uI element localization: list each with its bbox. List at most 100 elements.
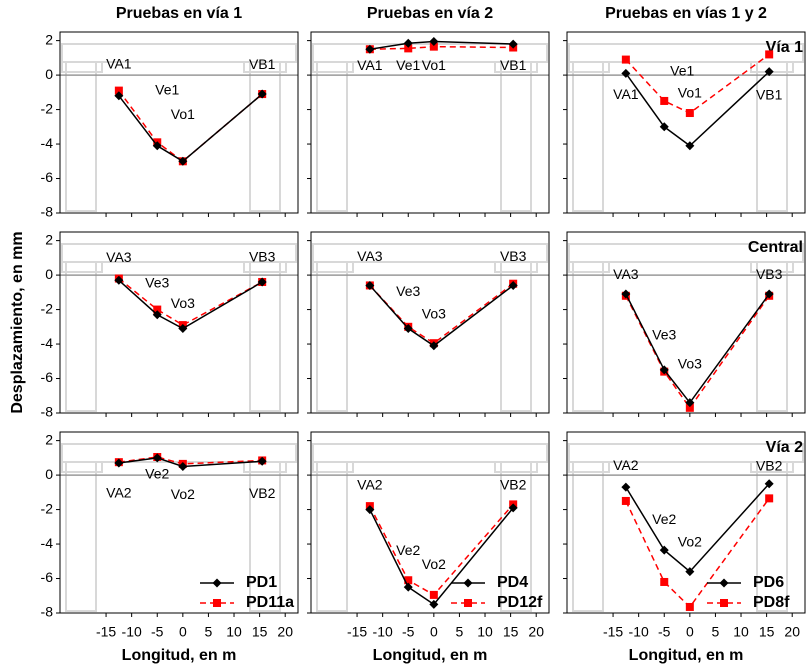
bridge-pier xyxy=(316,61,348,212)
y-tick-label: 2 xyxy=(45,231,53,247)
panel-frame xyxy=(310,231,550,414)
bridge-pier xyxy=(249,61,281,212)
point-label: Ve1 xyxy=(670,63,694,79)
point-label: Vo1 xyxy=(171,106,195,122)
point-label: VB3 xyxy=(756,266,783,282)
bridge-cap xyxy=(243,261,287,273)
series-line xyxy=(625,295,770,410)
legend-label: PD1 xyxy=(246,574,277,591)
marker-square xyxy=(429,42,438,51)
y-tick-label: -8 xyxy=(41,404,54,420)
marker-square xyxy=(660,96,669,105)
point-label: Vo3 xyxy=(171,295,195,311)
y-axis-label: Desplazamiento, en mm xyxy=(9,231,26,413)
point-label: VA1 xyxy=(357,57,383,73)
panel-label: Vía 2 xyxy=(766,439,803,456)
legend-label: PD4 xyxy=(497,574,528,591)
panel: -15 -10 -5 0 5 10 15 20 Longitud, en m Vía 2 VA2 Ve… xyxy=(563,431,806,664)
marker-diamond xyxy=(257,277,267,287)
x-tick-label: 20 xyxy=(277,624,293,640)
marker-square xyxy=(685,602,694,611)
bridge-deck xyxy=(312,243,548,263)
x-tick-label: -10 xyxy=(122,624,142,640)
bridge-cap xyxy=(61,261,103,273)
bridge-deck xyxy=(568,443,804,463)
x-tick-label: -5 xyxy=(402,624,415,640)
marker-diamond xyxy=(257,456,267,466)
x-tick-label: 10 xyxy=(477,624,493,640)
y-tick-label: -6 xyxy=(41,569,54,585)
point-label: VA2 xyxy=(106,485,132,501)
bridge-cap xyxy=(568,61,610,73)
marker-diamond xyxy=(152,141,162,151)
panel: Pruebas en vías 1 y 2 Vía 1 VA1 Ve1 Vo1 VB1 xyxy=(563,5,806,217)
panel-frame xyxy=(310,431,550,614)
marker-diamond xyxy=(764,67,774,77)
point-label: Ve3 xyxy=(145,274,169,290)
marker-diamond xyxy=(257,89,267,99)
legend-marker xyxy=(464,599,472,607)
point-label: VB1 xyxy=(500,57,527,73)
bridge-cap xyxy=(568,461,610,473)
bridge-cap xyxy=(750,461,794,473)
point-label: Ve1 xyxy=(155,81,179,97)
marker-diamond xyxy=(114,91,124,101)
panel: 2 0 -2 -4 -6 -8 Pruebas en vía 1 VA1 Ve1 Vo1 VB1 xyxy=(41,5,299,220)
x-tick-label: 5 xyxy=(456,624,464,640)
bridge-cap xyxy=(494,261,538,273)
legend-marker xyxy=(212,578,222,588)
y-tick-label: -8 xyxy=(41,204,54,220)
series-line xyxy=(625,71,770,147)
point-label: VB3 xyxy=(249,249,276,265)
x-tick-label: 0 xyxy=(686,624,694,640)
point-label: VB2 xyxy=(249,485,276,501)
marker-diamond xyxy=(685,567,695,577)
bridge-cap xyxy=(494,461,538,473)
x-tick-label: -5 xyxy=(658,624,671,640)
panel-label: Vía 1 xyxy=(766,39,803,56)
x-tick-label: -15 xyxy=(347,624,367,640)
point-label: Ve2 xyxy=(652,511,676,527)
point-label: VA2 xyxy=(613,457,639,473)
y-tick-label: -2 xyxy=(41,300,54,316)
bridge-pier xyxy=(572,61,604,212)
column-title: Pruebas en vía 1 xyxy=(116,5,242,22)
legend-marker xyxy=(720,599,728,607)
y-tick-label: 2 xyxy=(45,31,53,47)
series-line xyxy=(118,90,263,163)
point-label: VB3 xyxy=(500,248,527,264)
point-label: VB2 xyxy=(756,457,783,473)
series-line xyxy=(625,497,770,609)
marker-diamond xyxy=(403,582,413,592)
x-tick-label: -10 xyxy=(629,624,649,640)
x-tick-label: 5 xyxy=(205,624,213,640)
legend-marker xyxy=(463,578,473,588)
bridge-cap xyxy=(750,261,794,273)
panel: Pruebas en vía 2 VA1 Ve1 Vo1 VB1 xyxy=(307,5,550,217)
marker-diamond xyxy=(365,280,375,290)
marker-diamond xyxy=(659,122,669,132)
y-tick-label: -6 xyxy=(41,369,54,385)
series-line xyxy=(369,283,514,345)
x-tick-label: 15 xyxy=(503,624,519,640)
marker-diamond xyxy=(429,341,439,351)
x-tick-label: 15 xyxy=(252,624,268,640)
marker-square xyxy=(621,496,630,505)
x-tick-label: 20 xyxy=(784,624,800,640)
panel-frame xyxy=(59,231,299,414)
marker-diamond xyxy=(621,482,631,492)
point-label: Vo2 xyxy=(171,486,195,502)
bridge-pier xyxy=(756,261,788,412)
marker-diamond xyxy=(685,141,695,151)
bridge-pier xyxy=(316,461,348,612)
bridge-cap xyxy=(312,461,354,473)
x-tick-label: 5 xyxy=(712,624,720,640)
marker-diamond xyxy=(178,156,188,166)
point-label: Ve1 xyxy=(396,57,420,73)
point-label: VA3 xyxy=(357,248,383,264)
bridge-deck xyxy=(568,243,804,263)
